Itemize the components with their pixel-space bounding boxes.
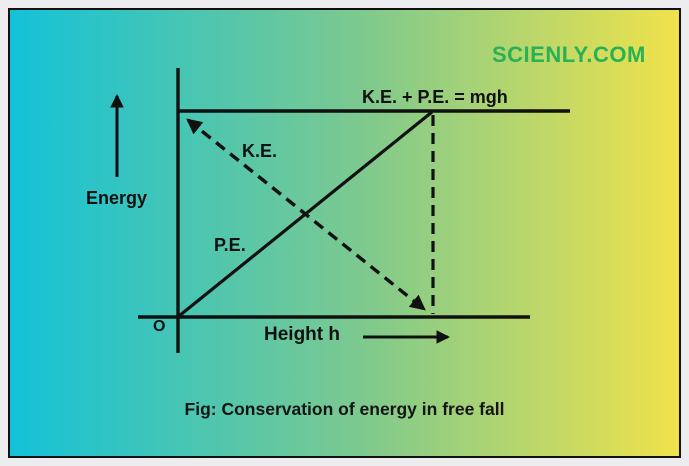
brand-logo: SCIENLY.COM (492, 42, 646, 67)
potential-energy-label: P.E. (214, 235, 246, 255)
origin-label: O (153, 318, 166, 335)
gradient-panel (8, 8, 681, 458)
x-axis-label: Height h (264, 324, 340, 345)
figure-caption: Fig: Conservation of energy in free fall (184, 399, 505, 419)
total-energy-label: K.E. + P.E. = mgh (362, 87, 508, 107)
y-axis-label: Energy (86, 188, 148, 208)
kinetic-energy-label: K.E. (242, 141, 278, 161)
